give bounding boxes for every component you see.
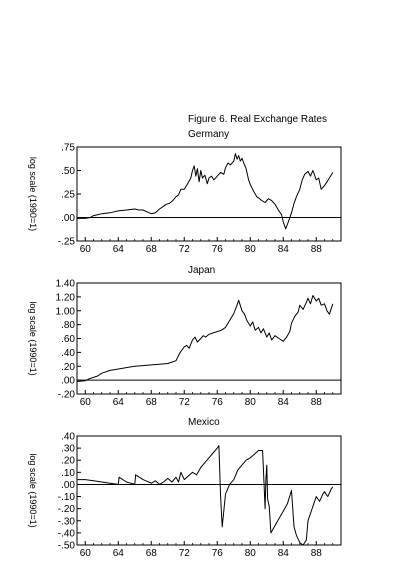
x-tick-label: 84 [278, 397, 290, 408]
y-tick-label: 1.00 [56, 306, 76, 317]
x-tick-label: 60 [80, 548, 92, 559]
series-line [77, 153, 334, 230]
x-tick-label: 64 [113, 548, 125, 559]
x-tick-label: 64 [113, 244, 125, 255]
y-tick-label: .10 [61, 468, 75, 479]
y-tick-label: .40 [61, 432, 75, 443]
x-tick-label: 88 [311, 244, 323, 255]
x-tick-label: 80 [245, 244, 257, 255]
panel-title: Mexico [188, 417, 220, 428]
y-tick-label: .20 [61, 362, 75, 373]
y-axis-label: log scale (1990=1) [28, 453, 38, 527]
y-tick-label: -.10 [58, 492, 76, 503]
chart-panel-germany: Germany .75 .50 .25 .00 -.25 60 64 68 72 76 80 84 88 l… [28, 129, 342, 255]
y-tick-label: .20 [61, 456, 75, 467]
x-tick-label: 60 [80, 244, 92, 255]
x-tick-label: 68 [146, 244, 158, 255]
y-tick-label: -.20 [58, 504, 76, 515]
x-tick-label: 76 [212, 548, 224, 559]
y-tick-label: 1.40 [56, 279, 76, 290]
series-line [76, 295, 334, 382]
x-tick-label: 84 [278, 548, 290, 559]
y-axis-label: log scale (1990=1) [28, 301, 38, 375]
x-tick-label: 72 [179, 548, 191, 559]
chart-panel-mexico: Mexico .40.30.20.10.00-.10-.20-.30-.40 -.5… [28, 417, 342, 559]
y-tick-label: -.30 [58, 516, 76, 527]
y-tick-label: .50 [61, 166, 75, 177]
y-tick-label: .75 [61, 143, 75, 154]
plot-frame [76, 282, 342, 395]
x-tick-label: 72 [179, 397, 191, 408]
series-line [77, 445, 334, 546]
x-tick-label: 76 [212, 244, 224, 255]
y-tick-label: .80 [61, 320, 75, 331]
figure-title: Figure 6. Real Exchange Rates [188, 114, 327, 125]
x-tick-label: 68 [146, 397, 158, 408]
x-tick-label: 88 [311, 548, 323, 559]
y-tick-label: -.40 [58, 528, 76, 539]
x-tick-label: 64 [113, 397, 125, 408]
y-tick-label: .00 [61, 213, 75, 224]
panel-title: Japan [188, 265, 215, 276]
y-tick-label: -.20 [58, 390, 76, 401]
y-tick-label: .25 [61, 190, 75, 201]
x-tick-label: 60 [80, 397, 92, 408]
plot-frame [76, 435, 342, 546]
panel-title: Germany [188, 129, 229, 140]
x-tick-label: 68 [146, 548, 158, 559]
y-tick-label: .40 [61, 348, 75, 359]
x-tick-label: 84 [278, 244, 290, 255]
y-tick-label: -.50 [58, 541, 76, 552]
plot-frame [76, 146, 342, 242]
y-axis-label: log scale (1990=1) [28, 157, 38, 231]
y-tick-label: .00 [61, 376, 75, 387]
y-tick-label: 1.20 [56, 292, 76, 303]
y-tick-label: .00 [61, 480, 75, 491]
y-tick-label: .30 [61, 444, 75, 455]
x-tick-label: 88 [311, 397, 323, 408]
x-tick-label: 76 [212, 397, 224, 408]
x-tick-label: 72 [179, 244, 191, 255]
y-tick-label: -.25 [58, 237, 76, 248]
x-tick-label: 80 [245, 397, 257, 408]
y-tick-label: .60 [61, 334, 75, 345]
x-tick-label: 80 [245, 548, 257, 559]
chart-panel-japan: Japan 1.40 1.20 1.00 .80 .60 .40 .20 .00 -.20 60 64… [28, 265, 342, 408]
